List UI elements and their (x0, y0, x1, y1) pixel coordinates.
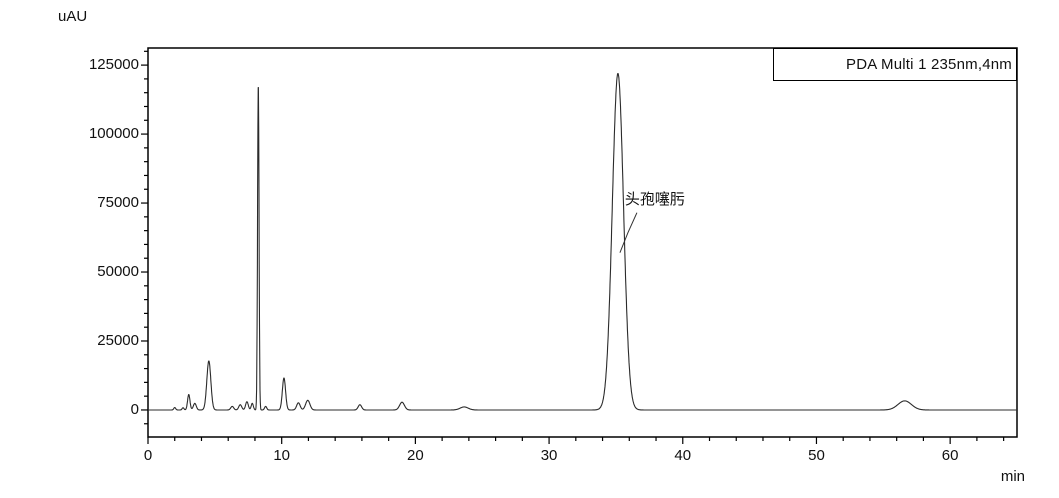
y-tick-label: 0 (130, 400, 139, 418)
x-tick-label: 50 (808, 447, 825, 464)
x-tick-label: 30 (540, 447, 558, 464)
legend-box: PDA Multi 1 235nm,4nm (773, 48, 1017, 81)
x-tick-label: 20 (407, 447, 424, 464)
y-tick-label: 100000 (88, 125, 139, 143)
y-tick-label: 50000 (97, 263, 139, 281)
peak-annotation-label: 头孢噻肟 (624, 190, 685, 208)
plot-frame (147, 47, 1018, 438)
x-axis-unit-label: min (1000, 468, 1025, 485)
y-tick-label: 75000 (97, 194, 139, 212)
x-tick-label: 0 (143, 447, 153, 464)
y-axis-unit-label: uAU (58, 8, 88, 25)
x-tick-label: 40 (674, 447, 692, 464)
legend-label: PDA Multi 1 235nm,4nm (846, 56, 1012, 73)
chromatogram-trace (147, 72, 1018, 411)
x-tick-label: 10 (273, 447, 291, 464)
y-tick-label: 125000 (88, 56, 139, 74)
y-tick-label: 25000 (97, 331, 139, 349)
annotation-leader-line (619, 212, 638, 253)
x-tick-label: 60 (941, 447, 959, 464)
